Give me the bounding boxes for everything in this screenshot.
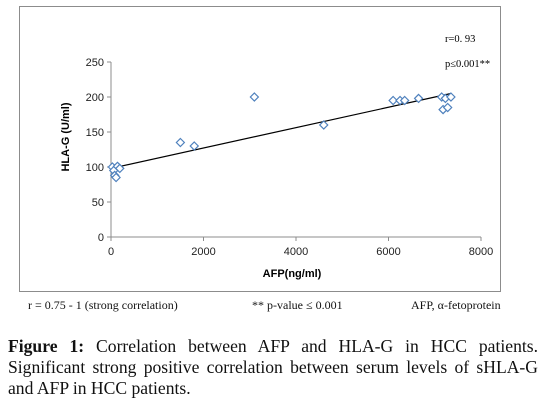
x-tick-label: 8000 — [469, 246, 493, 258]
y-tick-label: 250 — [86, 57, 104, 69]
y-tick-label: 150 — [86, 127, 104, 139]
data-point — [114, 163, 125, 174]
x-tick-label: 4000 — [284, 246, 308, 258]
data-point — [175, 137, 186, 148]
data-point — [189, 141, 200, 151]
y-axis-label: HLA-G (U/ml) — [60, 102, 72, 171]
y-tick-label: 100 — [86, 162, 104, 174]
y-tick-label: 200 — [86, 92, 104, 104]
caption-text: Correlation between AFP and HLA-G in HCC… — [8, 336, 539, 398]
footnotes: r = 0.75 - 1 (strong correlation) ** p-v… — [28, 298, 528, 318]
footnote-abbreviation: AFP, α-fetoprotein — [411, 298, 501, 312]
data-point — [249, 92, 260, 102]
x-tick-label: 0 — [108, 246, 114, 258]
figure-caption: Figure 1: Correlation between AFP and HL… — [8, 336, 538, 399]
data-point — [442, 102, 453, 113]
scatter-chart: 0 50 100 150 200 250 0 2000 4000 6000 8000 HLA-G … — [60, 34, 493, 280]
data-point — [446, 92, 456, 102]
footnote-p-value: ** p-value ≤ 0.001 — [252, 298, 343, 312]
data-point — [413, 93, 424, 104]
x-tick-label: 2000 — [191, 246, 215, 258]
x-tick-label: 6000 — [376, 246, 400, 258]
data-point — [388, 95, 398, 106]
trendline — [110, 92, 452, 169]
x-axis: 0 2000 4000 6000 8000 — [108, 236, 493, 258]
annotation-p-value: p≤0.001** — [445, 59, 490, 70]
y-tick-label: 50 — [92, 197, 104, 209]
caption-label: Figure 1: — [8, 336, 85, 356]
data-point — [318, 120, 329, 130]
footnote-correlation-range: r = 0.75 - 1 (strong correlation) — [28, 298, 178, 312]
y-tick-label: 0 — [98, 232, 104, 244]
y-axis: 0 50 100 150 200 250 — [86, 57, 112, 244]
data-points — [107, 92, 456, 183]
x-axis-label: AFP(ng/ml) — [263, 268, 322, 280]
data-point — [111, 172, 121, 183]
chart-frame: 0 50 100 150 200 250 0 2000 4000 6000 8000 HLA-G … — [19, 6, 501, 292]
data-point — [399, 95, 410, 106]
annotation-r-value: r=0. 93 — [445, 34, 475, 45]
trendline-layer — [110, 92, 452, 169]
